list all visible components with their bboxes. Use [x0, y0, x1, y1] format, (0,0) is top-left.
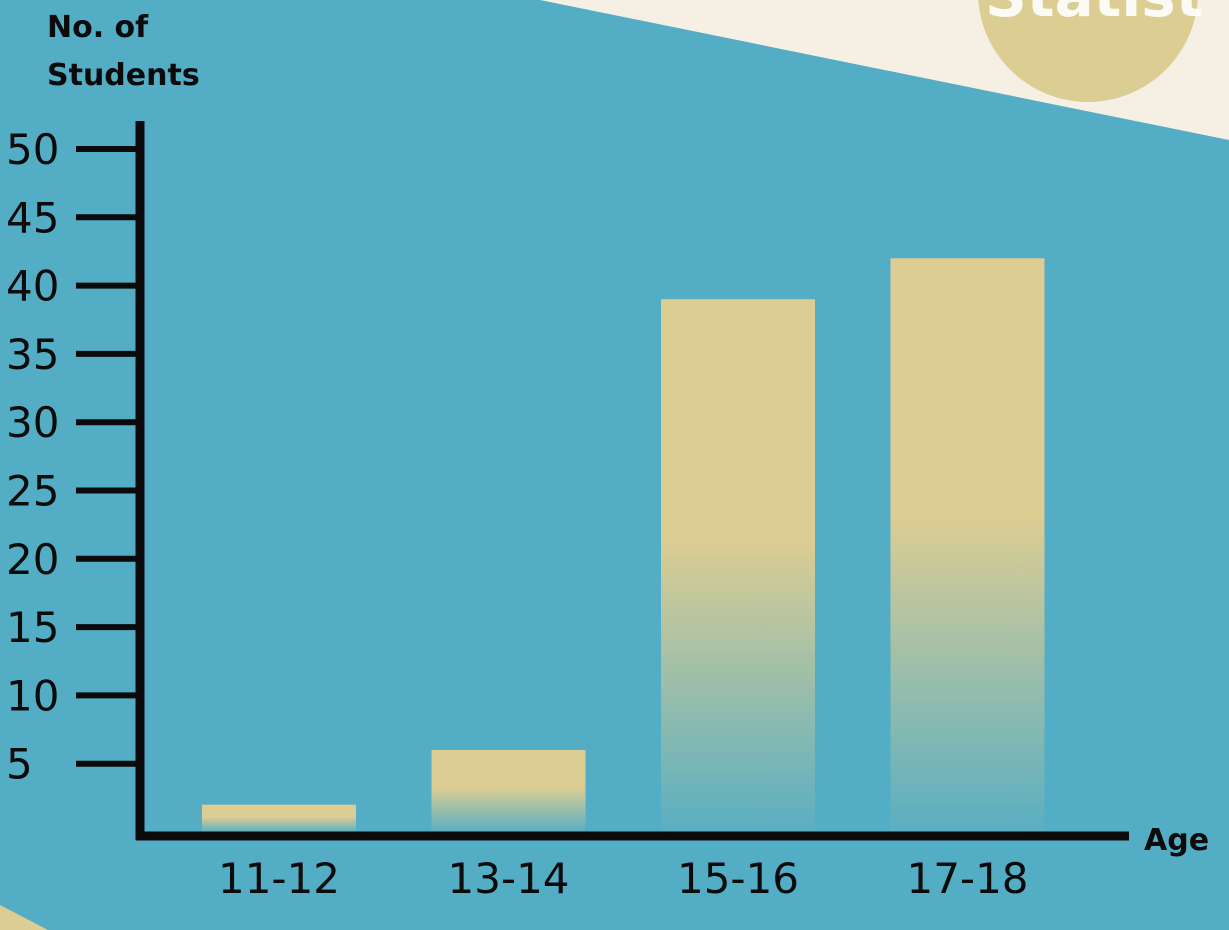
x-tick-label: 13-14: [447, 854, 569, 903]
y-ticks-layer: 5 10 15 20 25 30 35 40 45 50: [6, 125, 140, 789]
y-tick-label: 25: [6, 467, 59, 516]
y-tick-label: 20: [6, 535, 59, 584]
bar-13-14: [431, 750, 586, 832]
y-tick-label: 30: [6, 398, 59, 447]
watermark-text: Statist: [985, 0, 1204, 30]
y-axis-title-line1: No. of: [47, 10, 149, 45]
bars-layer: [202, 258, 1045, 832]
x-tick-label: 17-18: [906, 854, 1028, 903]
corner-accent: [0, 905, 48, 930]
y-tick-label: 5: [6, 740, 33, 789]
y-tick-label: 40: [6, 262, 59, 311]
badge-circle: [978, 0, 1198, 102]
y-axis-title-line2: Students: [47, 58, 200, 93]
x-labels-layer: 11-12 13-14 15-16 17-18: [218, 854, 1029, 903]
x-axis-title: Age: [1144, 823, 1209, 858]
bar-11-12: [202, 804, 356, 832]
y-tick-label: 15: [6, 603, 59, 652]
bar-17-18: [890, 258, 1045, 832]
y-tick-label: 45: [6, 193, 59, 242]
bar-15-16: [661, 299, 815, 832]
y-tick-label: 35: [6, 330, 59, 379]
y-tick-label: 50: [6, 125, 59, 174]
x-tick-label: 11-12: [218, 854, 340, 903]
y-tick-label: 10: [6, 671, 59, 720]
x-tick-label: 15-16: [677, 854, 799, 903]
